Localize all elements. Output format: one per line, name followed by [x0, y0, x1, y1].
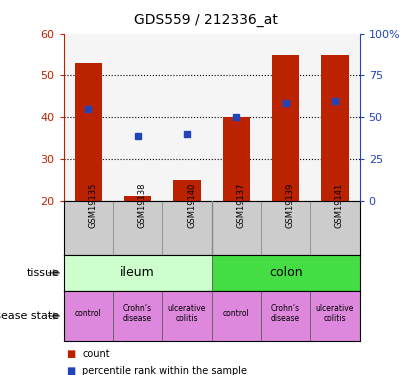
Bar	[64, 255, 212, 291]
Bar	[321, 55, 349, 201]
Text: GSM19137: GSM19137	[236, 182, 245, 228]
Text: tissue: tissue	[27, 268, 60, 278]
Text: GSM19138: GSM19138	[138, 182, 147, 228]
Bar	[212, 291, 261, 341]
Text: control: control	[223, 309, 250, 318]
Text: ■: ■	[66, 366, 75, 375]
Bar	[223, 117, 250, 201]
Bar	[75, 63, 102, 201]
Bar	[261, 201, 310, 255]
Bar	[212, 201, 261, 255]
Bar	[272, 55, 299, 201]
Bar	[173, 180, 201, 201]
Bar	[162, 201, 212, 255]
Text: ileum: ileum	[120, 266, 155, 279]
Text: ulcerative
colitis: ulcerative colitis	[316, 304, 354, 323]
Text: ■: ■	[66, 350, 75, 359]
Bar	[124, 196, 151, 201]
Bar	[113, 291, 162, 341]
Bar	[113, 201, 162, 255]
Text: GSM19141: GSM19141	[335, 182, 344, 228]
Text: GDS559 / 212336_at: GDS559 / 212336_at	[134, 13, 277, 27]
Bar	[162, 291, 212, 341]
Text: GSM19135: GSM19135	[88, 182, 97, 228]
Text: control: control	[75, 309, 102, 318]
Bar	[64, 201, 113, 255]
Bar	[212, 255, 360, 291]
Text: count: count	[82, 350, 110, 359]
Text: percentile rank within the sample: percentile rank within the sample	[82, 366, 247, 375]
Text: ulcerative
colitis: ulcerative colitis	[168, 304, 206, 323]
Text: colon: colon	[269, 266, 302, 279]
Text: GSM19140: GSM19140	[187, 182, 196, 228]
Bar	[310, 201, 360, 255]
Bar	[310, 291, 360, 341]
Bar	[64, 291, 113, 341]
Bar	[261, 291, 310, 341]
Text: Crohn’s
disease: Crohn’s disease	[123, 304, 152, 323]
Text: Crohn’s
disease: Crohn’s disease	[271, 304, 300, 323]
Text: disease state: disease state	[0, 311, 60, 321]
Text: GSM19139: GSM19139	[286, 182, 295, 228]
